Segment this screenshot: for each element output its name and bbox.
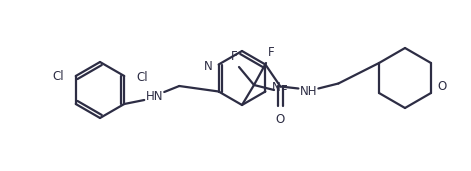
Text: N: N [271,81,280,94]
Text: Cl: Cl [52,69,64,82]
Text: Cl: Cl [136,71,148,84]
Text: N: N [204,60,212,73]
Text: O: O [437,81,446,94]
Text: F: F [231,50,237,63]
Text: HN: HN [146,89,163,102]
Text: NH: NH [300,85,317,98]
Text: F: F [268,46,274,59]
Text: F: F [281,83,288,96]
Text: O: O [276,114,285,127]
